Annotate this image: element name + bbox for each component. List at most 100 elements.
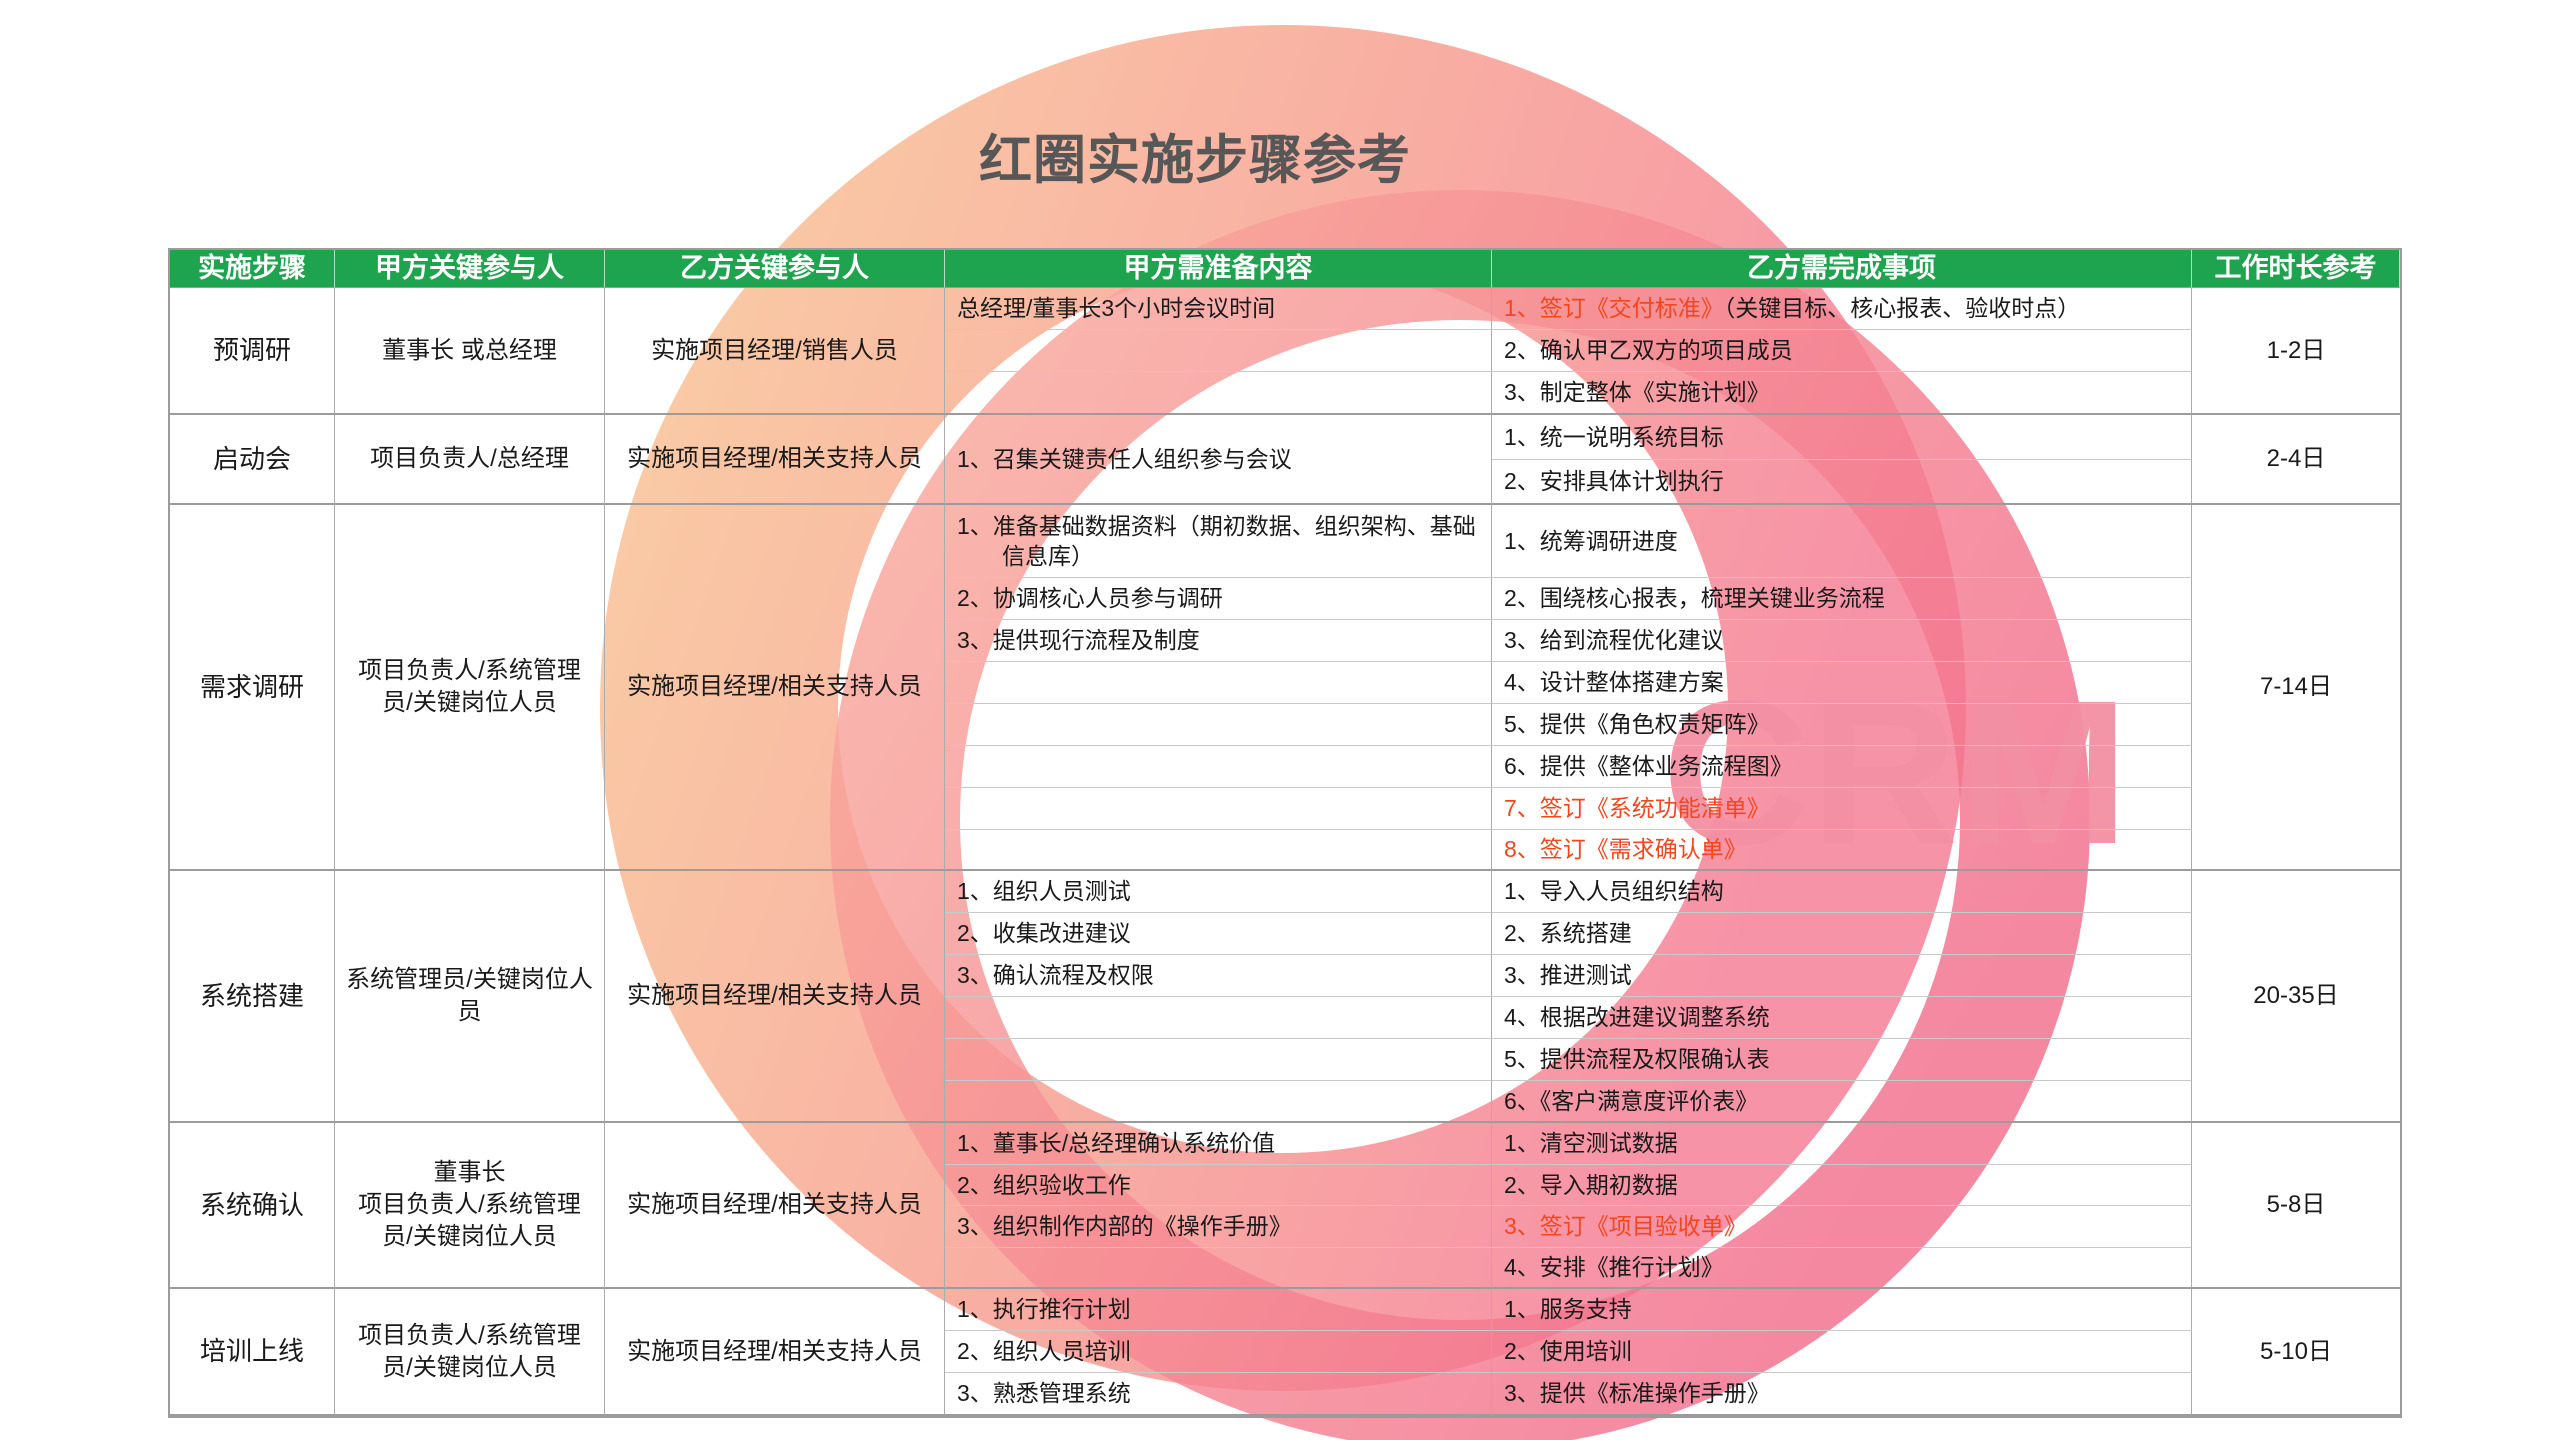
cell-text: 1、组织人员测试	[957, 878, 1131, 905]
task-text: 1、统筹调研进度	[1504, 527, 1678, 554]
cell-text: 培训上线	[199, 1336, 304, 1367]
crm-watermark-text: CRM	[1662, 658, 2129, 887]
task-item-cell: 1、导入人员组织结构	[1492, 871, 2192, 913]
duration-cell: 2-4日	[2192, 415, 2400, 505]
cell-text: 5-10日	[2259, 1337, 2333, 1365]
prep-item-cell: 3、熟悉管理系统	[945, 1373, 1492, 1416]
cell-text: 2、组织验收工作	[957, 1171, 1131, 1198]
task-item-cell: 1、统一说明系统目标	[1492, 415, 2192, 460]
party-a-cell: 项目负责人/系统管理员/关键岗位人员	[335, 1289, 605, 1416]
party-a-cell: 董事长 或总经理	[335, 288, 605, 415]
task-text: 6、提供《整体业务流程图》	[1504, 753, 1793, 780]
task-text: 2、确认甲乙双方的项目成员	[1504, 337, 1793, 364]
cell-text: 实施项目经理/相关支持人员	[627, 982, 922, 1010]
cell-text: 2-4日	[2266, 445, 2326, 473]
cell-text: 实施项目经理/相关支持人员	[627, 1337, 922, 1365]
task-text: 4、根据改进建议调整系统	[1504, 1004, 1770, 1031]
task-text: 3、提供《标准操作手册》	[1504, 1380, 1770, 1407]
step-cell: 需求调研	[170, 505, 335, 871]
cell-text: 预调研	[212, 335, 291, 366]
task-text: 1、导入人员组织结构	[1504, 878, 1724, 905]
peach-ring	[600, 25, 1966, 1391]
party-b-cell: 实施项目经理/相关支持人员	[605, 415, 945, 505]
prep-item-cell: 2、组织验收工作	[945, 1165, 1492, 1206]
task-text: 1、统一说明系统目标	[1504, 423, 1724, 450]
party-a-cell: 系统管理员/关键岗位人员	[335, 871, 605, 1123]
prep-item-cell	[945, 746, 1492, 788]
header-duration: 工作时长参考	[2192, 250, 2400, 288]
step-cell: 培训上线	[170, 1289, 335, 1416]
signed-doc-highlight: 3、签订《项目验收单》	[1504, 1213, 1747, 1240]
task-item-cell: 2、安排具体计划执行	[1492, 460, 2192, 505]
cell-text: 实施项目经理/相关支持人员	[627, 1191, 922, 1219]
cell-text: 3、确认流程及权限	[957, 962, 1154, 989]
prep-item-cell	[945, 704, 1492, 746]
prep-item-cell: 2、收集改进建议	[945, 913, 1492, 955]
step-cell: 系统搭建	[170, 871, 335, 1123]
cell-text: 2、协调核心人员参与调研	[957, 585, 1223, 612]
cell-text: 1、董事长/总经理确认系统价值	[957, 1130, 1276, 1157]
cell-text: 项目负责人/总经理	[370, 445, 569, 473]
party-a-cell: 项目负责人/系统管理员/关键岗位人员	[335, 505, 605, 871]
prep-item-cell: 1、组织人员测试	[945, 871, 1492, 913]
prep-item-cell: 1、董事长/总经理确认系统价值	[945, 1123, 1492, 1165]
task-item-cell: 1、服务支持	[1492, 1289, 2192, 1331]
task-text: 2、导入期初数据	[1504, 1171, 1678, 1198]
cell-text: 需求调研	[199, 671, 304, 702]
task-item-cell: 1、签订《交付标准》（关键目标、核心报表、验收时点）	[1492, 288, 2192, 330]
header-party-b-tasks: 乙方需完成事项	[1492, 250, 2192, 288]
prep-item-cell	[945, 330, 1492, 372]
cell-text: 实施项目经理/销售人员	[651, 336, 898, 364]
task-item-cell: 2、确认甲乙双方的项目成员	[1492, 330, 2192, 372]
prep-item-cell: 2、协调核心人员参与调研	[945, 578, 1492, 620]
cell-text: 3、组织制作内部的《操作手册》	[957, 1213, 1292, 1240]
signed-doc-highlight: 8、签订《需求确认单》	[1504, 836, 1747, 863]
task-item-cell: 4、根据改进建议调整系统	[1492, 997, 2192, 1039]
task-text: 2、安排具体计划执行	[1504, 468, 1724, 495]
cell-text: 3、提供现行流程及制度	[957, 627, 1200, 654]
prep-item-cell: 3、提供现行流程及制度	[945, 620, 1492, 662]
cell-text: 1、准备基础数据资料（期初数据、组织架构、基础信息库）	[957, 512, 1476, 569]
task-item-cell: 4、安排《推行计划》	[1492, 1248, 2192, 1289]
cell-text: 项目负责人/系统管理员/关键岗位人员	[358, 1321, 581, 1381]
cell-text: 20-35日	[2253, 982, 2339, 1010]
task-text: 7、签订《系统功能清单》	[1492, 793, 2191, 823]
party-a-cell: 董事长 项目负责人/系统管理员/关键岗位人员	[335, 1123, 605, 1289]
prep-item-cell: 总经理/董事长3个小时会议时间	[945, 288, 1492, 330]
cell-text: 1、执行推行计划	[957, 1296, 1131, 1323]
header-party-a: 甲方关键参与人	[335, 250, 605, 288]
task-item-cell: 4、设计整体搭建方案	[1492, 662, 2192, 704]
task-text: 5、提供《角色权责矩阵》	[1504, 711, 1770, 738]
cell-text: 1、召集关键责任人组织参与会议	[957, 445, 1292, 472]
task-item-cell: 2、系统搭建	[1492, 913, 2192, 955]
task-item-cell: 3、推进测试	[1492, 955, 2192, 997]
step-cell: 系统确认	[170, 1123, 335, 1289]
task-item-cell: 6、提供《整体业务流程图》	[1492, 746, 2192, 788]
cell-text: 总经理/董事长3个小时会议时间	[957, 295, 1276, 322]
prep-item-cell	[945, 662, 1492, 704]
page-title: 红圈实施步骤参考	[979, 131, 1411, 190]
prep-item-cell: 3、组织制作内部的《操作手册》	[945, 1206, 1492, 1248]
cell-text: 系统搭建	[199, 980, 304, 1011]
header-party-a-prep: 甲方需准备内容	[945, 250, 1492, 288]
task-item-cell: 5、提供流程及权限确认表	[1492, 1039, 2192, 1081]
cell-text: 2、收集改进建议	[957, 920, 1131, 947]
task-item-cell: 3、签订《项目验收单》	[1492, 1206, 2192, 1248]
header-party-b: 乙方关键参与人	[605, 250, 945, 288]
task-text: 3、推进测试	[1504, 962, 1632, 989]
cell-text: 启动会	[212, 443, 291, 474]
task-text: 6、《客户满意度评价表》	[1504, 1087, 1759, 1114]
party-b-cell: 实施项目经理/相关支持人员	[605, 505, 945, 871]
task-text-suffix: （关键目标、核心报表、验收时点）	[1723, 295, 2081, 322]
prep-item-cell	[945, 372, 1492, 415]
step-cell: 启动会	[170, 415, 335, 505]
task-item-cell: 2、使用培训	[1492, 1331, 2192, 1373]
party-b-cell: 实施项目经理/相关支持人员	[605, 1123, 945, 1289]
step-cell: 预调研	[170, 288, 335, 415]
task-item-cell: 5、提供《角色权责矩阵》	[1492, 704, 2192, 746]
cell-text: 7-14日	[2259, 673, 2333, 701]
cell-text: 系统管理员/关键岗位人员	[346, 966, 593, 1025]
cell-text: 项目负责人/系统管理员/关键岗位人员	[358, 657, 581, 716]
task-text: 1、清空测试数据	[1504, 1130, 1678, 1157]
